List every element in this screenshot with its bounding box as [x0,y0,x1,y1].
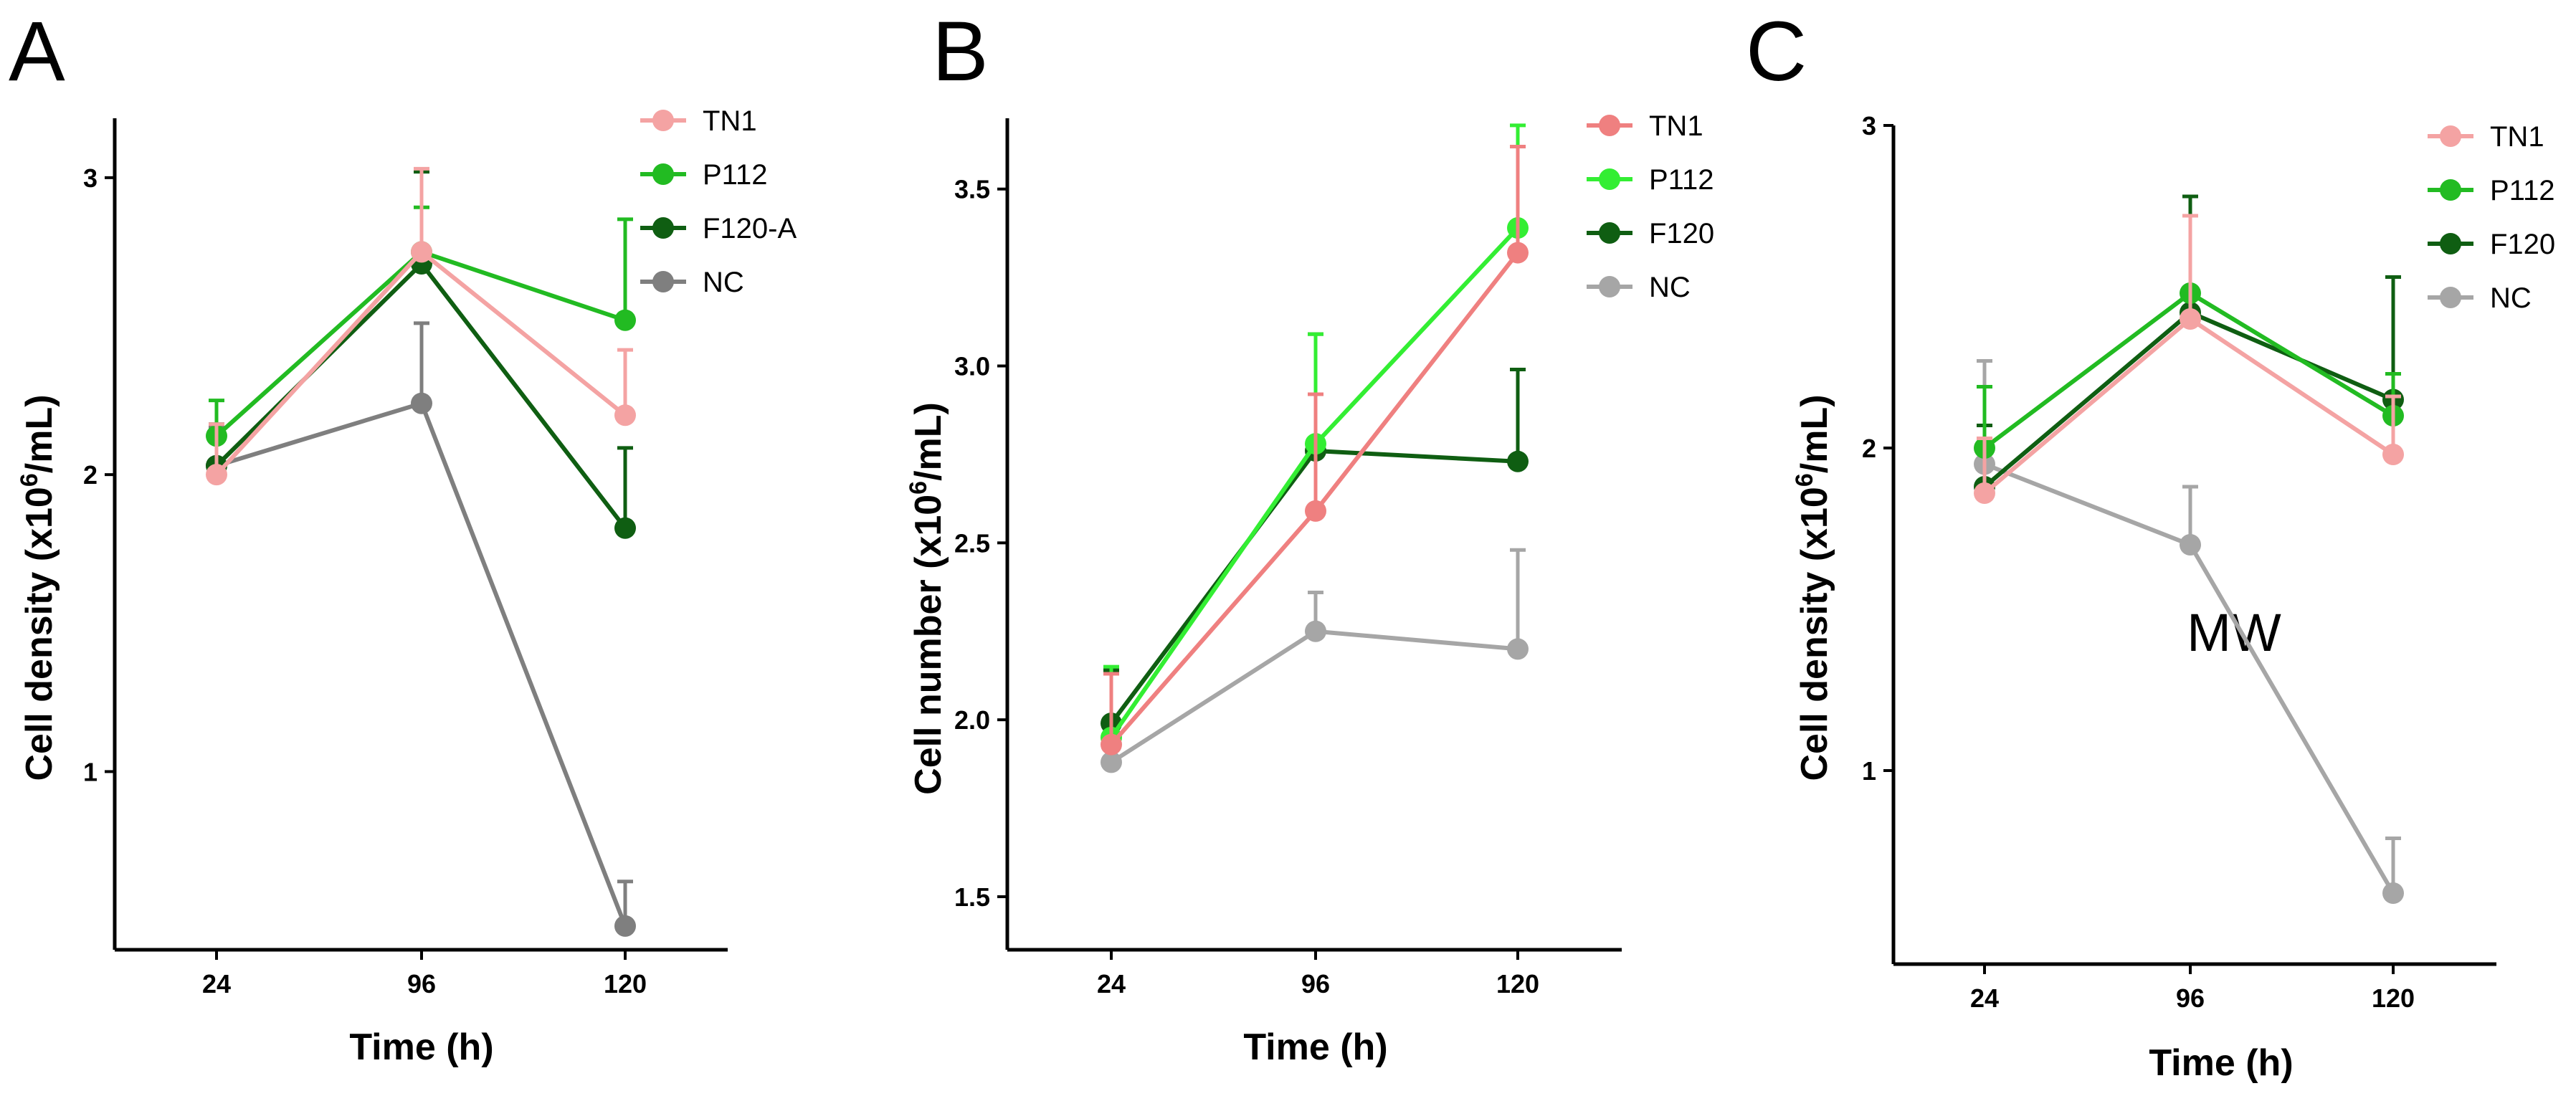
panel-b-legend-tn1-swatch-marker [1599,115,1620,136]
panel-c-x-tick-label: 120 [2372,983,2415,1013]
panel-b-series-tn1-point [1305,500,1326,522]
panel-b-legend: TN1 P112 F120 NC [1587,110,1714,303]
panel-c-series-tn1-point [2180,308,2201,330]
panel-c-y-axis-title-tail: /mL) [1794,394,1835,473]
panel-a-series-tn1 [206,166,636,486]
panel-a-series-p112-point [614,309,636,331]
panel-a-series-nc-point [411,392,432,414]
panel-b-series-nc-point [1305,620,1326,642]
panel-c-x-tick-label: 24 [1970,983,1999,1013]
panel-a-legend-p112-swatch-marker [652,163,674,185]
panel-c-legend-nc-label: NC [2490,282,2532,314]
panel-a-letter: A [9,4,65,99]
panel-a-x-tick-label: 120 [604,969,647,999]
panel-a-y-axis-title-superscript: 6 [16,473,43,487]
panel-c-series-nc-point [2382,882,2404,904]
panel-a-y-tick-label: 2 [83,460,98,490]
panel-a-y-axis-title-main: Cell density (x10 [19,487,60,781]
panel-c-legend-tn1-swatch-marker [2440,125,2461,147]
panel-c-y-tick-label: 3 [1862,111,1876,140]
panel-a-series-nc-point [614,915,636,937]
panel-a-legend-f120-a-swatch-marker [652,217,674,239]
panel-b-x-tick-label: 24 [1097,969,1126,999]
panel-a-legend: TN1 P112 F120-A NC [640,105,797,298]
panel-c: C Cell density (x106/mL) Time (h) MW 1 2 3… [1746,4,2555,1084]
panel-b-legend-tn1-label: TN1 [1649,110,1703,142]
panel-b-series-f120-point [1507,450,1529,472]
panel-b-legend-nc-label: NC [1649,272,1691,303]
panel-b-y-tick-label: 2.5 [954,528,990,558]
panel-b-y-tick-label: 3.5 [954,175,990,204]
panel-a-x-tick-label: 96 [407,969,436,999]
panel-c-series-tn1-point [1974,482,1995,504]
panel-c-series-tn1-line [1983,317,2395,495]
panel-b-y-axis-title-main: Cell number (x10 [908,495,949,795]
panel-c-letter: C [1746,4,1807,99]
panel-a-y-axis-title-tail: /mL) [19,394,60,473]
panel-b-legend-p112-swatch-marker [1599,168,1620,190]
panel-c-y-axis-title-superscript: 6 [1791,473,1818,487]
panel-a-legend-p112-label: P112 [703,159,767,191]
panel-b-series-nc [1101,548,1529,773]
panel-c-legend-tn1-label: TN1 [2490,121,2544,153]
panel-b-y-tick-label: 1.5 [954,882,990,912]
panel-a-series-f120-a-point [614,517,636,539]
panel-a-legend-nc-label: NC [703,267,744,298]
panel-a-legend-f120-a-label: F120-A [703,213,797,244]
panel-c-x-axis-title: Time (h) [2149,1042,2293,1084]
panel-c-legend-f120-swatch-marker [2440,233,2461,254]
panel-b-y-axis-title-tail: /mL) [908,402,949,481]
panel-a-y-axis-title: Cell density (x106/mL) [16,394,60,781]
panel-b-series-tn1-point [1101,733,1122,756]
panel-c-x-tick-label: 96 [2176,983,2205,1013]
panel-a-series-nc-line [216,401,627,927]
panel-a-y-tick-label: 3 [83,163,98,193]
panel-c-series-tn1-point [2382,444,2404,465]
panel-c-legend-f120-label: F120 [2490,229,2555,260]
panel-c-series-tn1 [1974,214,2404,504]
panel-b: B Cell number (x106/mL) Time (h) 1.5 2.0 2… [905,4,1714,1068]
panel-b-legend-f120-label: F120 [1649,218,1714,249]
panel-a-y-tick-label: 1 [83,757,98,786]
panel-c-y-axis-title-main: Cell density (x10 [1794,487,1835,781]
panel-b-x-axis-title: Time (h) [1243,1026,1387,1068]
panel-a-series-tn1-point [614,404,636,427]
panel-c-legend-p112-label: P112 [2490,175,2554,206]
panel-c-y-tick-label: 2 [1862,434,1876,463]
panel-b-legend-p112-label: P112 [1649,164,1714,196]
panel-a-x-axis-title: Time (h) [349,1026,493,1068]
panel-b-y-tick-label: 3.0 [954,352,990,381]
panel-b-x-tick-label: 120 [1496,969,1539,999]
panel-c-legend: TN1 P112 F120 NC [2428,121,2555,314]
panel-b-series-tn1 [1101,144,1529,756]
panel-a-x-tick-label: 24 [202,969,231,999]
panel-b-series-nc-point [1507,638,1529,660]
panel-b-x-tick-label: 96 [1301,969,1330,999]
panel-c-series-nc-point [2180,534,2201,556]
panel-a-legend-tn1-swatch-marker [652,110,674,131]
panel-b-y-tick-label: 2.0 [954,705,990,735]
panel-a: A Cell density (x106/mL) Time (h) 1 2 3 24 9… [9,4,797,1068]
panel-a-series-tn1-point [206,464,227,486]
panel-b-legend-nc-swatch-marker [1599,276,1620,297]
panel-c-series-nc [1974,359,2404,904]
panel-b-y-axis-title-superscript: 6 [905,481,932,495]
panel-c-legend-p112-swatch-marker [2440,179,2461,201]
panel-c-legend-nc-swatch-marker [2440,287,2461,308]
panel-b-legend-f120-swatch-marker [1599,222,1620,244]
panel-b-series-tn1-point [1507,242,1529,264]
panel-c-y-tick-label: 1 [1862,756,1876,786]
panel-a-series-tn1-point [411,241,432,263]
panel-b-series-nc-point [1101,751,1122,773]
panel-a-legend-nc-swatch-marker [652,271,674,292]
panel-c-annotation: MW [2187,603,2281,662]
panel-b-letter: B [932,4,989,99]
panel-a-legend-tn1-label: TN1 [703,105,757,137]
panel-b-y-axis-title: Cell number (x106/mL) [905,402,949,795]
panel-c-y-axis-title: Cell density (x106/mL) [1791,394,1835,781]
